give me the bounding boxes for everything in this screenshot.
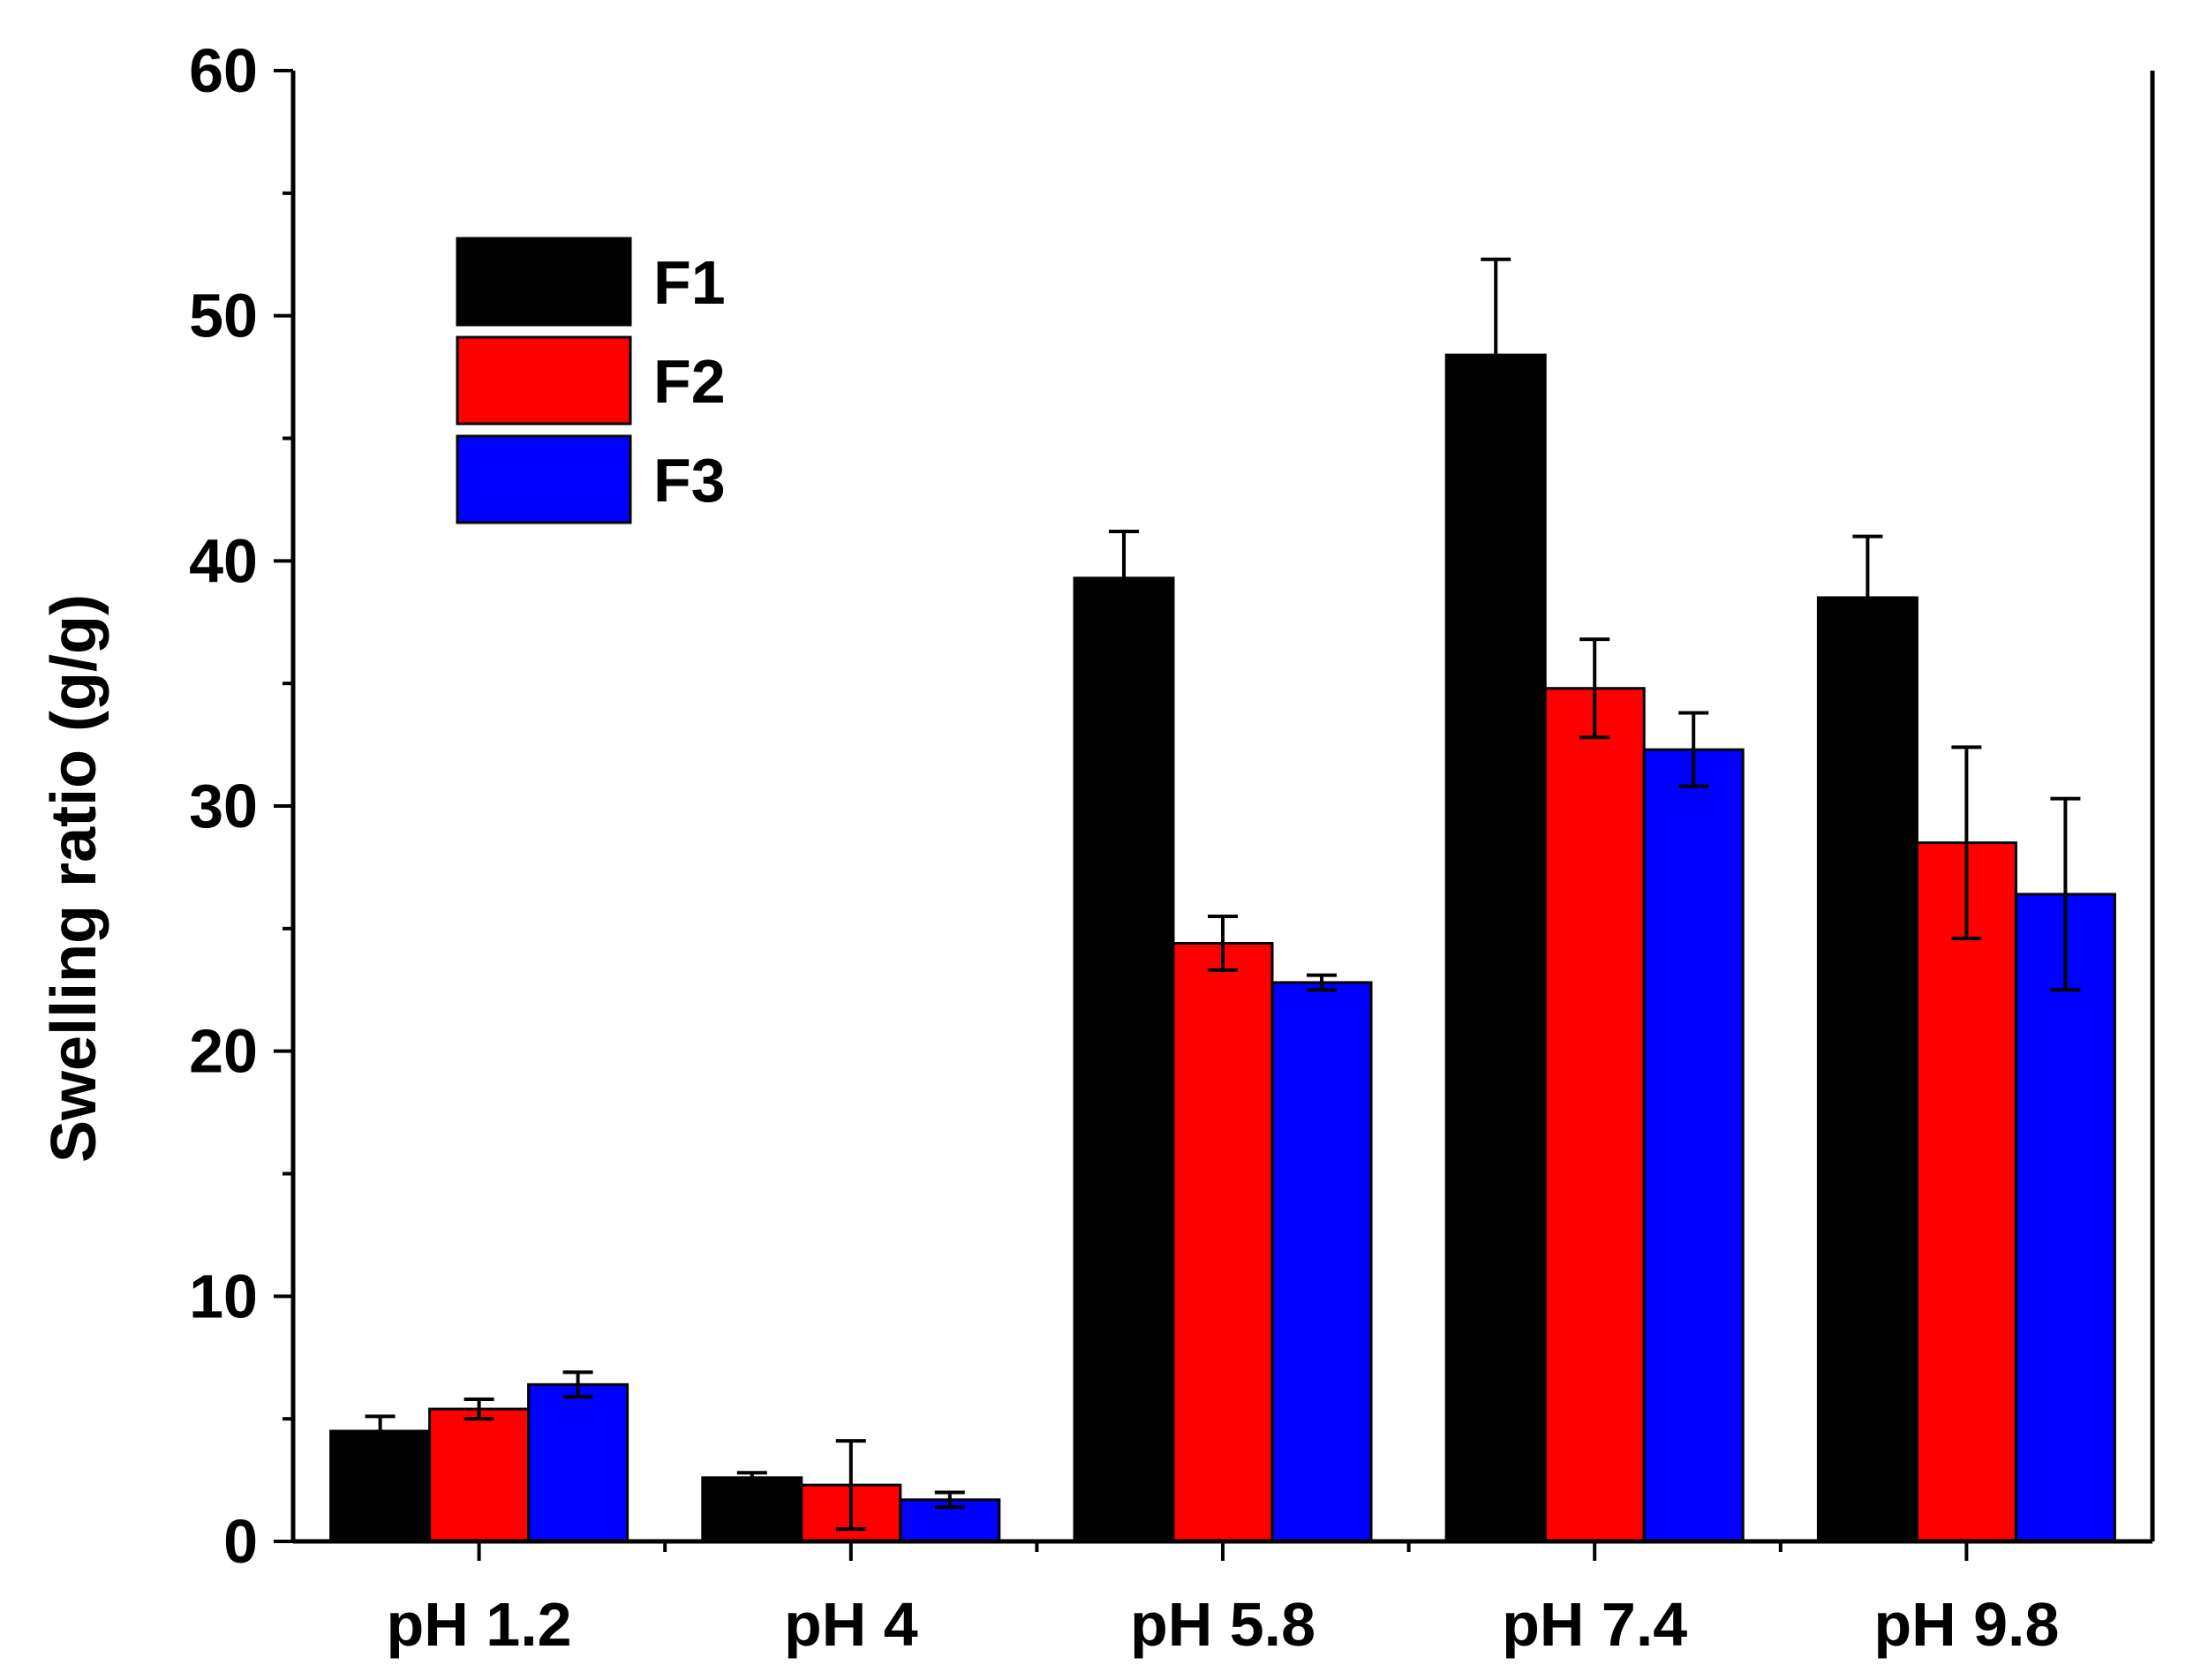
legend-swatch bbox=[456, 335, 632, 426]
bar-f2-3 bbox=[1543, 687, 1646, 1543]
bar-f1-1 bbox=[701, 1476, 803, 1543]
x-tick-label: pH 5.8 bbox=[1130, 1590, 1315, 1659]
bar-f3-3 bbox=[1642, 748, 1745, 1543]
error-bar-f1-2 bbox=[1109, 530, 1139, 627]
error-bar-f3-4 bbox=[2050, 796, 2081, 992]
error-bar-f1-0 bbox=[365, 1414, 396, 1448]
legend: F1 F2 F3 bbox=[456, 237, 726, 524]
legend-item-f1: F1 bbox=[456, 237, 726, 327]
legend-label: F1 bbox=[653, 248, 726, 317]
error-bars-layer bbox=[365, 257, 2081, 1532]
bar-f2-2 bbox=[1172, 941, 1274, 1543]
y-tick-label: 0 bbox=[223, 1507, 258, 1576]
x-tick-label: pH 7.4 bbox=[1502, 1590, 1687, 1659]
error-bar-f1-1 bbox=[736, 1471, 767, 1485]
error-bar-f2-0 bbox=[464, 1397, 494, 1421]
x-tick-label: pH 1.2 bbox=[387, 1590, 572, 1659]
x-tick-label: pH 9.8 bbox=[1873, 1590, 2059, 1659]
bar-f3-2 bbox=[1270, 981, 1373, 1543]
bar-f1-3 bbox=[1444, 353, 1547, 1543]
error-bar-f1-4 bbox=[1852, 534, 1883, 661]
error-bar-f3-2 bbox=[1307, 973, 1337, 992]
legend-label: F3 bbox=[653, 446, 726, 515]
error-bar-f1-3 bbox=[1481, 257, 1511, 453]
bar-f3-0 bbox=[527, 1382, 629, 1543]
legend-swatch bbox=[456, 434, 632, 524]
y-tick-label: 10 bbox=[189, 1262, 258, 1330]
error-bar-f2-2 bbox=[1208, 914, 1238, 973]
bar-f1-0 bbox=[329, 1429, 432, 1543]
legend-item-f2: F2 bbox=[456, 335, 726, 426]
error-bar-f2-4 bbox=[1951, 745, 1982, 940]
y-tick-label: 60 bbox=[189, 36, 258, 105]
y-tick-label: 40 bbox=[189, 526, 258, 595]
error-bar-f3-1 bbox=[934, 1490, 965, 1510]
legend-item-f3: F3 bbox=[456, 434, 726, 524]
y-tick-label: 20 bbox=[189, 1017, 258, 1086]
error-bar-f3-3 bbox=[1678, 711, 1709, 788]
bar-f2-4 bbox=[1915, 841, 2017, 1543]
error-bar-f3-0 bbox=[562, 1370, 593, 1399]
legend-swatch bbox=[456, 237, 632, 327]
bar-f3-4 bbox=[2014, 893, 2116, 1543]
bar-f2-0 bbox=[428, 1407, 531, 1543]
bar-f1-2 bbox=[1073, 576, 1175, 1543]
bar-f1-4 bbox=[1816, 596, 1918, 1543]
ticks-layer: 0 10 20 30 40 50 60 pH 1.2 pH 4 pH 5.8 pH 7.4 pH 9.… bbox=[189, 36, 2059, 1659]
error-bar-f2-1 bbox=[835, 1439, 866, 1532]
y-axis-label: Swelling ratio (g/g) bbox=[39, 594, 109, 1163]
error-bar-f2-3 bbox=[1579, 637, 1610, 740]
y-tick-label: 30 bbox=[189, 772, 258, 840]
x-tick-label: pH 4 bbox=[784, 1590, 918, 1659]
legend-label: F2 bbox=[653, 347, 726, 416]
y-tick-label: 50 bbox=[189, 282, 258, 350]
